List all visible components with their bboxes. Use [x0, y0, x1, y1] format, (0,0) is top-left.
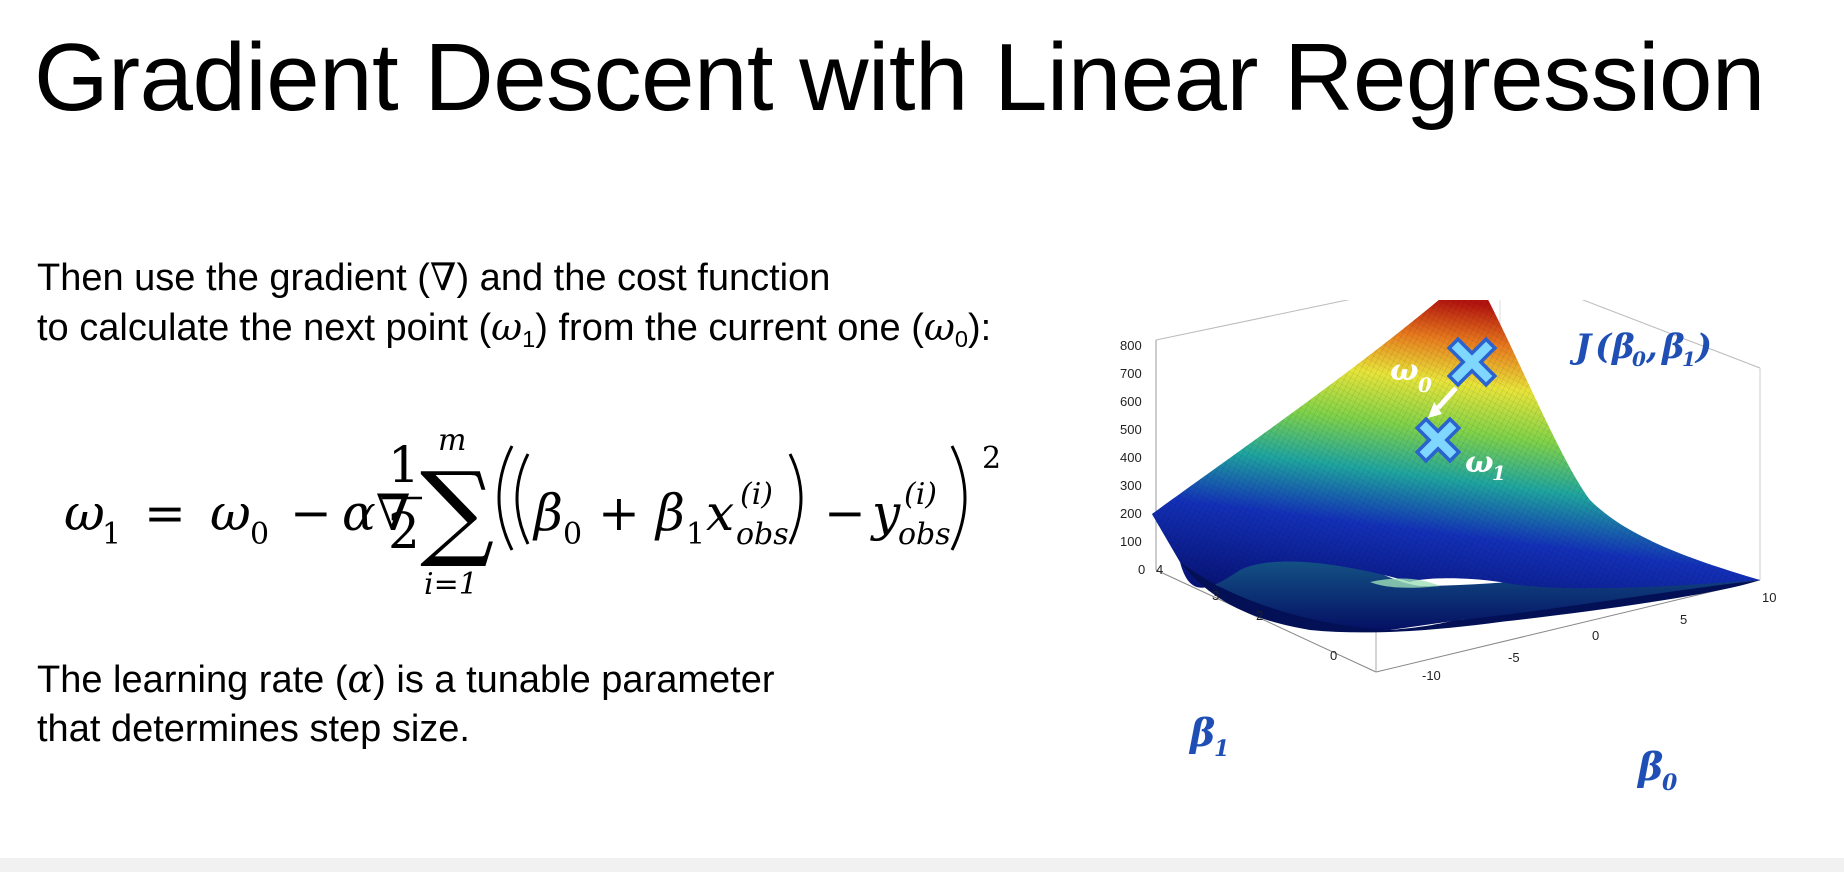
beta0-axis-label: β 0	[1636, 744, 1678, 796]
markers: ω 0 ω 1	[1390, 336, 1506, 485]
intro-paragraph: Then use the gradient (∇) and the cost f…	[37, 253, 991, 364]
eq-y-sub: obs	[898, 517, 951, 552]
j-close-paren: )	[1694, 327, 1712, 367]
beta1-axis-label: β 1	[1188, 710, 1229, 762]
z-tick: 600	[1120, 394, 1142, 409]
lr-text: ) is a tunable parameter	[373, 659, 775, 701]
lr-text: The learning rate (	[37, 659, 348, 701]
eq-frac-den: 2	[388, 502, 420, 560]
eq-sum-upper: m	[438, 423, 466, 458]
cost-surface	[1152, 300, 1760, 633]
j-beta1-sub: 1	[1682, 347, 1696, 371]
intro-text: Then use the gradient (	[37, 257, 430, 299]
intro-line-2: to calculate the next point (ω1) from th…	[37, 303, 991, 364]
eq-lhs-sub: 1	[102, 517, 121, 552]
intro-text: ) from the current one (	[535, 307, 924, 349]
eq-y: y	[870, 484, 901, 542]
beta0-tick: 5	[1680, 612, 1687, 627]
omega-symbol: ω	[923, 305, 955, 349]
z-tick: 500	[1120, 422, 1142, 437]
eq-x-sup: (i)	[740, 477, 773, 512]
omega-subscript: 0	[954, 326, 968, 353]
z-axis-label: J ( β 0 , β 1 )	[1569, 327, 1712, 371]
eq-paren-inner-right	[788, 453, 803, 545]
beta0-tick: 10	[1762, 590, 1776, 605]
beta1-axis-ticks: 4 3 2 0	[1156, 562, 1337, 663]
eq-x-sub: obs	[736, 517, 789, 552]
beta0-tick: 0	[1592, 628, 1599, 643]
eq-x: x	[706, 484, 734, 542]
eq-w0: ω	[210, 484, 251, 542]
j-beta1: β	[1660, 327, 1685, 367]
beta1-subscript: 1	[1214, 736, 1229, 762]
nabla-symbol: ∇	[429, 255, 457, 299]
omega-subscript: 1	[522, 326, 536, 353]
intro-text: to calculate the next point (	[37, 307, 492, 349]
eq-power: 2	[982, 441, 1001, 476]
z-tick: 800	[1120, 338, 1142, 353]
eq-lhs: ω	[64, 484, 105, 542]
j-beta0-sub: 0	[1632, 347, 1646, 371]
eq-beta0: β	[532, 484, 563, 542]
eq-paren-outer-right	[950, 445, 967, 551]
z-tick: 100	[1120, 534, 1142, 549]
eq-beta1: β	[654, 484, 685, 542]
lr-line-1: The learning rate (α) is a tunable param…	[37, 655, 775, 705]
omega0-subscript: 0	[1418, 373, 1432, 397]
slide-title: Gradient Descent with Linear Regression	[34, 24, 1765, 131]
update-equation: ω 1 = ω 0 − α∇ 1 2 m ∑ i=1 β 0 + β 1 x (…	[64, 423, 1001, 600]
beta0-axis-ticks: 10 5 0 -5 -10	[1422, 590, 1776, 683]
intro-text: ) and the cost function	[456, 257, 831, 299]
beta1-tick: 2	[1256, 608, 1263, 623]
eq-paren-outer-left	[497, 445, 514, 551]
omega0-label: ω	[1390, 353, 1419, 388]
omega0-marker: ω 0	[1390, 336, 1498, 397]
cost-surface-plot: 800 700 600 500 400 300 200 100 0 ω 0	[1120, 300, 1776, 796]
j-comma: ,	[1645, 327, 1658, 367]
beta1-tick: 3	[1212, 588, 1219, 603]
eq-equals: =	[144, 484, 186, 542]
z-tick: 700	[1120, 366, 1142, 381]
gradient-step-arrow	[1428, 386, 1458, 418]
j-symbol: J	[1569, 327, 1593, 367]
z-tick: 300	[1120, 478, 1142, 493]
eq-w0-sub: 0	[250, 517, 269, 552]
beta0-tick: -10	[1422, 668, 1441, 683]
intro-line-1: Then use the gradient (∇) and the cost f…	[37, 253, 991, 303]
intro-text: ):	[967, 307, 992, 349]
eq-y-sup: (i)	[904, 477, 937, 512]
omega1-label: ω	[1465, 445, 1494, 480]
beta1-symbol: β	[1188, 710, 1215, 755]
z-axis-ticks: 800 700 600 500 400 300 200 100 0	[1120, 338, 1145, 577]
omega-symbol: ω	[491, 305, 523, 349]
eq-minus: −	[290, 484, 332, 542]
eq-sum-lower: i=1	[424, 567, 478, 600]
eq-minus-2: −	[824, 484, 866, 542]
omega1-marker: ω 1	[1414, 416, 1506, 485]
eq-plus: +	[598, 484, 640, 542]
j-beta0: β	[1610, 327, 1635, 367]
eq-alpha-nabla: α∇	[342, 484, 411, 542]
beta1-tick: 4	[1156, 562, 1163, 577]
j-open-paren: (	[1595, 327, 1613, 367]
alpha-symbol: α	[347, 657, 374, 701]
z-tick: 200	[1120, 506, 1142, 521]
beta0-symbol: β	[1636, 744, 1663, 789]
eq-beta1-sub: 1	[686, 517, 705, 552]
bottom-strip	[0, 858, 1844, 872]
beta1-tick: 0	[1330, 648, 1337, 663]
beta0-subscript: 0	[1662, 770, 1678, 796]
beta0-tick: -5	[1508, 650, 1520, 665]
eq-frac-num: 1	[388, 436, 420, 494]
eq-beta0-sub: 0	[563, 517, 582, 552]
eq-sum: ∑	[420, 449, 494, 571]
z-tick: 400	[1120, 450, 1142, 465]
lr-line-2: that determines step size.	[37, 708, 470, 750]
z-tick: 0	[1138, 562, 1145, 577]
eq-paren-inner-left	[515, 453, 530, 545]
omega1-subscript: 1	[1492, 461, 1506, 485]
learning-rate-paragraph: The learning rate (α) is a tunable param…	[37, 655, 775, 754]
